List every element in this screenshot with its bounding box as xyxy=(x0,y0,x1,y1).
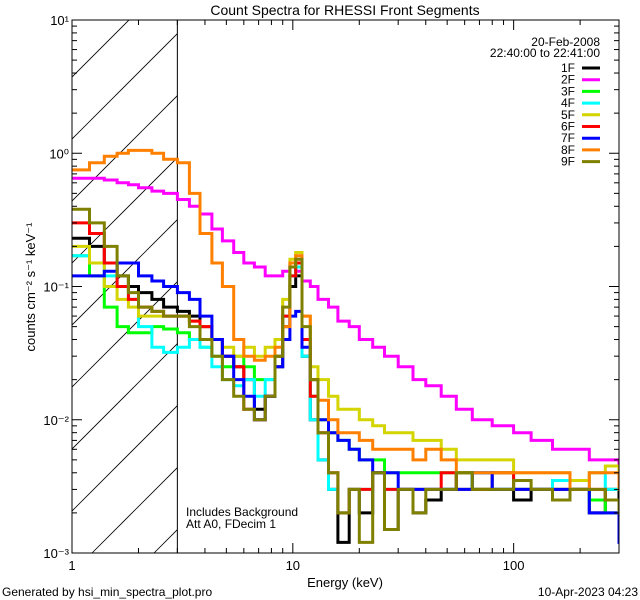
annotation-background: Includes Background xyxy=(186,505,298,519)
y-tick-label: 10⁻¹ xyxy=(43,280,69,295)
y-tick-label: 10⁻³ xyxy=(43,546,69,561)
annotation-attenuator: Att A0, FDecim 1 xyxy=(186,517,276,531)
legend-time-range: 22:40:00 to 22:41:00 xyxy=(490,46,600,60)
x-tick-label: 1 xyxy=(68,558,75,573)
legend-label-9F: 9F xyxy=(561,155,575,169)
hatch-line xyxy=(72,20,130,78)
excluded-energy-hatch xyxy=(72,20,178,553)
legend-label-5F: 5F xyxy=(561,108,575,122)
y-tick-label: 10⁻² xyxy=(43,413,69,428)
series-2F xyxy=(72,176,619,475)
series-3F xyxy=(72,254,619,515)
legend-label-2F: 2F xyxy=(561,73,575,87)
legend-label-1F: 1F xyxy=(561,61,575,75)
series-9F xyxy=(72,207,619,544)
hatch-line xyxy=(72,33,178,140)
hatch-line xyxy=(72,219,178,326)
hatch-line xyxy=(91,467,178,553)
y-tick-label: 10¹ xyxy=(50,13,69,28)
legend-label-8F: 8F xyxy=(561,143,575,157)
x-axis-label: Energy (keV) xyxy=(307,575,383,590)
legend-label-7F: 7F xyxy=(561,131,575,145)
legend-label-6F: 6F xyxy=(561,120,575,134)
legend-label-3F: 3F xyxy=(561,84,575,98)
footer-timestamp: 10-Apr-2023 04:23 xyxy=(538,585,638,599)
legend-label-4F: 4F xyxy=(561,96,575,110)
footer-generator: Generated by hsi_min_spectra_plot.pro xyxy=(2,585,212,599)
hatch-line xyxy=(72,157,178,264)
chart-title: Count Spectra for RHESSI Front Segments xyxy=(210,2,479,18)
x-tick-label: 10 xyxy=(286,558,300,573)
y-axis-label: counts cm⁻² s⁻¹ keV⁻¹ xyxy=(23,222,38,352)
series-4F xyxy=(72,254,619,515)
hatch-line xyxy=(72,405,178,512)
legend-date: 20-Feb-2008 xyxy=(531,35,600,49)
x-tick-label: 100 xyxy=(503,558,525,573)
series-6F xyxy=(72,221,619,515)
y-tick-label: 10⁰ xyxy=(49,146,69,161)
